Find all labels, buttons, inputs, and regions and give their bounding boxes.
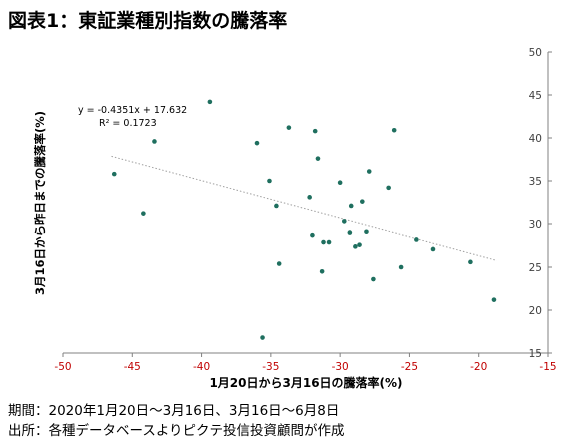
data-point [366, 169, 372, 174]
x-tick-label: -15 [539, 361, 556, 373]
x-tick-label: -50 [54, 361, 71, 373]
x-tick-label: -20 [470, 361, 487, 373]
x-tick-label: -40 [193, 361, 210, 373]
x-tick-label: -25 [401, 361, 418, 373]
y-tick-label: 40 [529, 133, 542, 145]
data-point [267, 178, 272, 184]
data-point [321, 239, 326, 245]
source-note: 出所：各種データベースよりピクテ投信投資顧問が作成 [8, 423, 345, 439]
data-point [337, 180, 343, 186]
data-point [468, 259, 473, 265]
data-point [307, 195, 312, 200]
data-point [430, 246, 436, 252]
y-tick-label: 45 [529, 90, 542, 102]
data-point [207, 99, 213, 105]
data-point [398, 264, 404, 270]
data-point [312, 128, 318, 134]
data-point [286, 125, 292, 130]
data-point [391, 127, 397, 133]
data-point [371, 276, 376, 282]
y-tick-label: 20 [529, 305, 542, 317]
data-points [111, 99, 497, 340]
data-point [152, 139, 157, 144]
data-point [310, 232, 315, 238]
data-point [491, 297, 497, 302]
period-note: 期間：2020年1月20日～3月16日、3月16日～6月8日 [8, 403, 340, 419]
data-point [342, 219, 347, 224]
data-point [347, 230, 353, 235]
data-point [260, 335, 265, 340]
data-point [326, 239, 332, 245]
x-tick-label: -30 [332, 361, 349, 373]
chart-title: 図表1：東証業種別指数の騰落率 [8, 10, 288, 32]
data-point [276, 261, 282, 266]
trendline-r-squared: R² = 0.1723 [99, 118, 157, 129]
trendline [111, 155, 497, 261]
y-tick-label: 25 [529, 262, 542, 274]
data-point [111, 171, 117, 177]
data-point [254, 140, 260, 146]
data-point [360, 199, 365, 204]
x-tick-label: -35 [262, 361, 279, 373]
data-point [386, 185, 391, 191]
y-tick-label: 15 [529, 348, 542, 360]
x-tick-label: -45 [124, 361, 141, 373]
data-point [353, 244, 358, 249]
x-axis-label: 1月20日から3月16日の騰落率(%) [209, 375, 402, 390]
data-point [141, 211, 146, 216]
y-tick-label: 50 [529, 47, 542, 59]
data-point [357, 242, 362, 247]
data-point [315, 156, 321, 161]
y-axis-label: 3月16日から昨日までの騰落率(%) [33, 111, 47, 295]
data-point [364, 229, 369, 235]
y-tick-label: 35 [529, 176, 542, 188]
data-point [348, 203, 354, 209]
data-point [414, 237, 419, 242]
trendline-equation: y = -0.4351x + 17.632 [78, 105, 187, 116]
data-point [319, 269, 325, 274]
data-point [274, 203, 279, 209]
y-tick-label: 30 [529, 219, 542, 231]
